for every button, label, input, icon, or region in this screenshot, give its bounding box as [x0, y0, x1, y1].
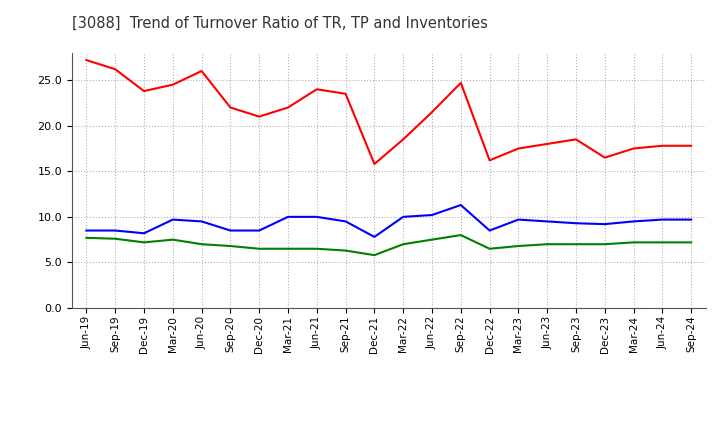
Trade Payables — [456, 202, 465, 208]
Trade Receivables — [600, 155, 609, 160]
Trade Receivables — [284, 105, 292, 110]
Inventories — [629, 240, 638, 245]
Trade Payables — [197, 219, 206, 224]
Line: Trade Receivables: Trade Receivables — [86, 60, 691, 164]
Trade Receivables — [687, 143, 696, 148]
Trade Payables — [514, 217, 523, 222]
Inventories — [543, 242, 552, 247]
Trade Payables — [687, 217, 696, 222]
Trade Receivables — [399, 137, 408, 142]
Trade Receivables — [111, 66, 120, 72]
Inventories — [658, 240, 667, 245]
Trade Payables — [658, 217, 667, 222]
Inventories — [140, 240, 148, 245]
Trade Payables — [572, 220, 580, 226]
Inventories — [399, 242, 408, 247]
Trade Payables — [629, 219, 638, 224]
Trade Payables — [399, 214, 408, 220]
Trade Receivables — [428, 110, 436, 115]
Inventories — [284, 246, 292, 251]
Text: [3088]  Trend of Turnover Ratio of TR, TP and Inventories: [3088] Trend of Turnover Ratio of TR, TP… — [72, 16, 488, 31]
Trade Payables — [341, 219, 350, 224]
Trade Receivables — [341, 91, 350, 96]
Inventories — [168, 237, 177, 242]
Inventories — [341, 248, 350, 253]
Trade Payables — [600, 221, 609, 227]
Trade Receivables — [312, 87, 321, 92]
Inventories — [197, 242, 206, 247]
Inventories — [428, 237, 436, 242]
Inventories — [572, 242, 580, 247]
Inventories — [600, 242, 609, 247]
Trade Payables — [140, 231, 148, 236]
Trade Receivables — [82, 58, 91, 63]
Trade Payables — [370, 234, 379, 239]
Trade Receivables — [543, 141, 552, 147]
Trade Receivables — [456, 80, 465, 85]
Trade Receivables — [658, 143, 667, 148]
Inventories — [687, 240, 696, 245]
Trade Payables — [255, 228, 264, 233]
Inventories — [312, 246, 321, 251]
Trade Payables — [111, 228, 120, 233]
Inventories — [514, 243, 523, 249]
Inventories — [255, 246, 264, 251]
Trade Receivables — [629, 146, 638, 151]
Trade Receivables — [485, 158, 494, 163]
Inventories — [370, 253, 379, 258]
Trade Receivables — [255, 114, 264, 119]
Trade Payables — [226, 228, 235, 233]
Trade Receivables — [572, 137, 580, 142]
Trade Payables — [284, 214, 292, 220]
Line: Inventories: Inventories — [86, 235, 691, 255]
Inventories — [456, 232, 465, 238]
Inventories — [226, 243, 235, 249]
Trade Payables — [168, 217, 177, 222]
Inventories — [111, 236, 120, 242]
Trade Payables — [428, 213, 436, 218]
Line: Trade Payables: Trade Payables — [86, 205, 691, 237]
Trade Receivables — [370, 161, 379, 167]
Trade Payables — [312, 214, 321, 220]
Trade Receivables — [226, 105, 235, 110]
Trade Receivables — [197, 68, 206, 73]
Trade Receivables — [168, 82, 177, 87]
Inventories — [82, 235, 91, 240]
Trade Payables — [82, 228, 91, 233]
Trade Payables — [485, 228, 494, 233]
Inventories — [485, 246, 494, 251]
Trade Payables — [543, 219, 552, 224]
Trade Receivables — [514, 146, 523, 151]
Trade Receivables — [140, 88, 148, 94]
